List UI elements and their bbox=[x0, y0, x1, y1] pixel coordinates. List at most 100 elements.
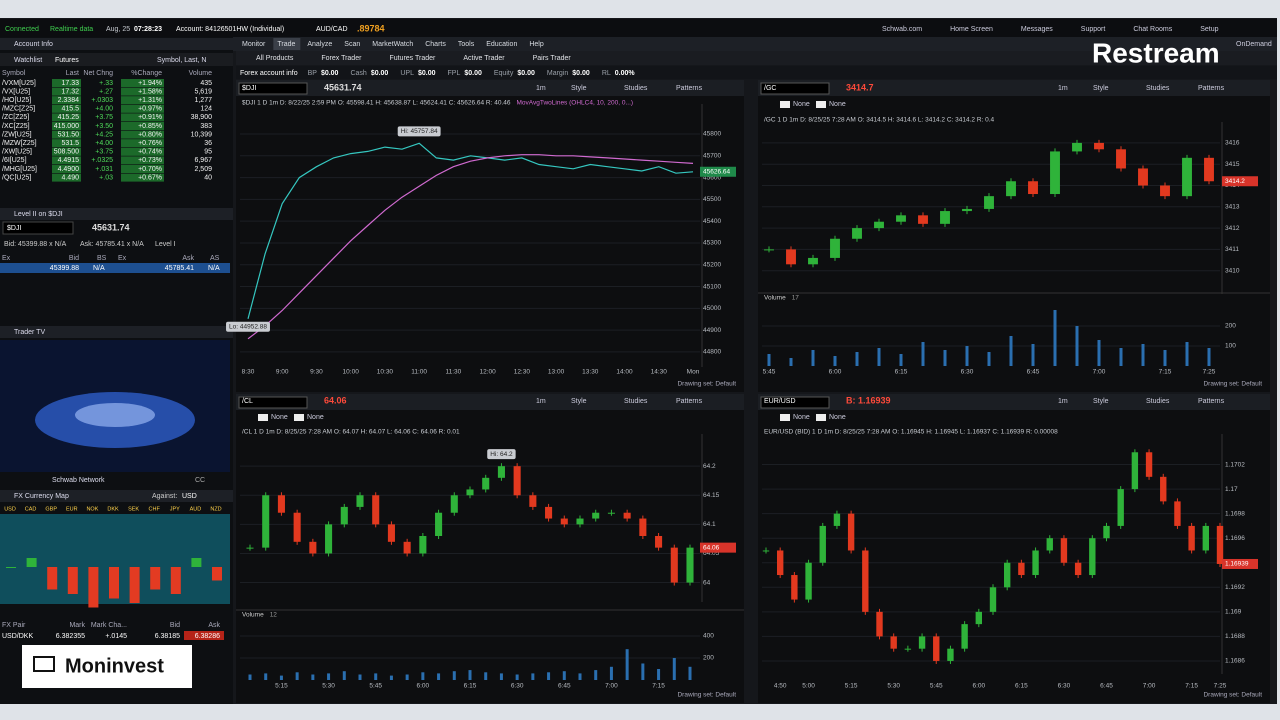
toolbar-button[interactable]: 1m bbox=[1058, 85, 1068, 92]
label: 36 bbox=[204, 140, 212, 147]
label: FX Currency Map bbox=[14, 493, 69, 500]
candle bbox=[466, 489, 474, 496]
label: /VXM[U25] bbox=[2, 80, 36, 87]
label: BP bbox=[308, 70, 318, 77]
candle bbox=[513, 466, 521, 496]
label: 38,900 bbox=[191, 114, 213, 121]
menu-item[interactable]: Scan bbox=[344, 41, 360, 48]
top-link[interactable]: Home Screen bbox=[950, 26, 993, 33]
toolbar-button[interactable]: Style bbox=[1093, 398, 1109, 405]
candle bbox=[576, 518, 584, 525]
candle bbox=[890, 636, 897, 649]
candle bbox=[786, 249, 796, 265]
y-tick-label: 45400 bbox=[703, 218, 721, 225]
toolbar-button[interactable]: Patterns bbox=[676, 398, 703, 405]
label: Bid bbox=[170, 622, 180, 629]
toolbar-button[interactable]: 1m bbox=[1058, 398, 1068, 405]
label: +0.73% bbox=[138, 157, 162, 164]
tab[interactable]: Pairs Trader bbox=[533, 55, 572, 62]
candle bbox=[1089, 538, 1096, 576]
annotation: Lo: 44952.88 bbox=[229, 324, 267, 331]
price-tag bbox=[1222, 558, 1258, 569]
y-tick-label: 64.2 bbox=[703, 463, 716, 470]
candle bbox=[984, 196, 994, 209]
menu-item[interactable]: Tools bbox=[458, 41, 475, 48]
toolbar-button[interactable]: Style bbox=[571, 85, 587, 92]
tab[interactable]: Active Trader bbox=[463, 55, 505, 62]
label: Equity bbox=[494, 70, 514, 77]
top-link[interactable]: Chat Rooms bbox=[1133, 26, 1172, 33]
candle bbox=[896, 215, 906, 222]
toolbar-button[interactable]: Patterns bbox=[676, 85, 703, 92]
y-tick-label: 45000 bbox=[703, 305, 721, 312]
x-tick-label: 5:30 bbox=[887, 683, 900, 690]
chart-price: B: 1.16939 bbox=[846, 395, 891, 405]
toolbar-button[interactable]: Patterns bbox=[1198, 398, 1225, 405]
price-tag-label: 3414.2 bbox=[1225, 178, 1245, 185]
candle bbox=[387, 524, 395, 542]
y-tick-label: 1.1698 bbox=[1225, 510, 1245, 517]
label: Account Info bbox=[14, 41, 53, 48]
label: +0.97% bbox=[138, 106, 162, 113]
label: +0.74% bbox=[138, 149, 162, 156]
top-link[interactable]: Messages bbox=[1021, 26, 1053, 33]
label: 17.33 bbox=[61, 80, 79, 87]
menu-item[interactable]: MarketWatch bbox=[372, 41, 413, 48]
label: $0.00 bbox=[371, 70, 389, 77]
label: 4.490 bbox=[61, 174, 79, 181]
label: AS bbox=[210, 255, 220, 262]
candle bbox=[1174, 501, 1181, 526]
cell-bg bbox=[121, 156, 164, 165]
toolbar-button[interactable]: 1m bbox=[536, 398, 546, 405]
candle bbox=[497, 466, 505, 478]
toolbar-button[interactable]: Studies bbox=[1146, 85, 1170, 92]
y-tick-label: 1.1686 bbox=[1225, 658, 1245, 665]
candle bbox=[852, 228, 862, 239]
label: Drawing set: Default bbox=[1203, 381, 1262, 388]
section-header bbox=[0, 53, 233, 66]
toolbar-button[interactable]: Studies bbox=[624, 398, 648, 405]
top-link[interactable]: Support bbox=[1081, 26, 1106, 33]
menu-item[interactable]: Charts bbox=[425, 41, 446, 48]
label: %Change bbox=[131, 70, 162, 77]
tab[interactable]: Forex Trader bbox=[321, 55, 362, 62]
volume-bar bbox=[1185, 342, 1189, 366]
fx-bar bbox=[67, 567, 78, 594]
volume-bar bbox=[641, 663, 645, 680]
candle bbox=[340, 506, 348, 525]
candle bbox=[1160, 185, 1170, 197]
volume-bar bbox=[279, 675, 283, 680]
menu-item[interactable]: Monitor bbox=[242, 41, 266, 48]
menu-item[interactable]: Trade bbox=[277, 41, 295, 48]
top-link[interactable]: Setup bbox=[1200, 26, 1218, 33]
label: Volume bbox=[764, 295, 786, 302]
toolbar-button[interactable]: 1m bbox=[536, 85, 546, 92]
chart-toolbar bbox=[236, 80, 744, 96]
y-tick-label: 64.15 bbox=[703, 492, 720, 499]
toolbar-button[interactable]: Patterns bbox=[1198, 85, 1225, 92]
x-tick-label: 5:30 bbox=[322, 683, 335, 690]
cell-bg bbox=[52, 165, 81, 173]
toolbar-button[interactable]: Style bbox=[1093, 85, 1109, 92]
toolbar-button[interactable]: Studies bbox=[1146, 398, 1170, 405]
candle bbox=[989, 587, 997, 612]
tab[interactable]: All Products bbox=[256, 55, 294, 62]
fx-bar bbox=[88, 567, 99, 608]
label: RL bbox=[602, 70, 611, 77]
x-tick-label: 7:15 bbox=[1185, 683, 1198, 690]
top-link[interactable]: Schwab.com bbox=[882, 26, 922, 33]
tab[interactable]: Futures Trader bbox=[389, 55, 436, 62]
menu-item[interactable]: Help bbox=[529, 41, 544, 48]
label: +3.50 bbox=[95, 123, 113, 130]
menu-item[interactable]: Education bbox=[486, 41, 517, 48]
label: 1,277 bbox=[194, 97, 212, 104]
toolbar-button[interactable]: Style bbox=[571, 398, 587, 405]
label: +.27 bbox=[99, 88, 113, 95]
candle bbox=[876, 611, 883, 637]
menu-item[interactable]: Analyze bbox=[307, 41, 332, 48]
candle bbox=[670, 547, 678, 583]
volume-bar bbox=[657, 668, 661, 680]
toolbar-button[interactable]: Studies bbox=[624, 85, 648, 92]
label: 415.5 bbox=[61, 106, 79, 113]
candle bbox=[918, 636, 926, 649]
